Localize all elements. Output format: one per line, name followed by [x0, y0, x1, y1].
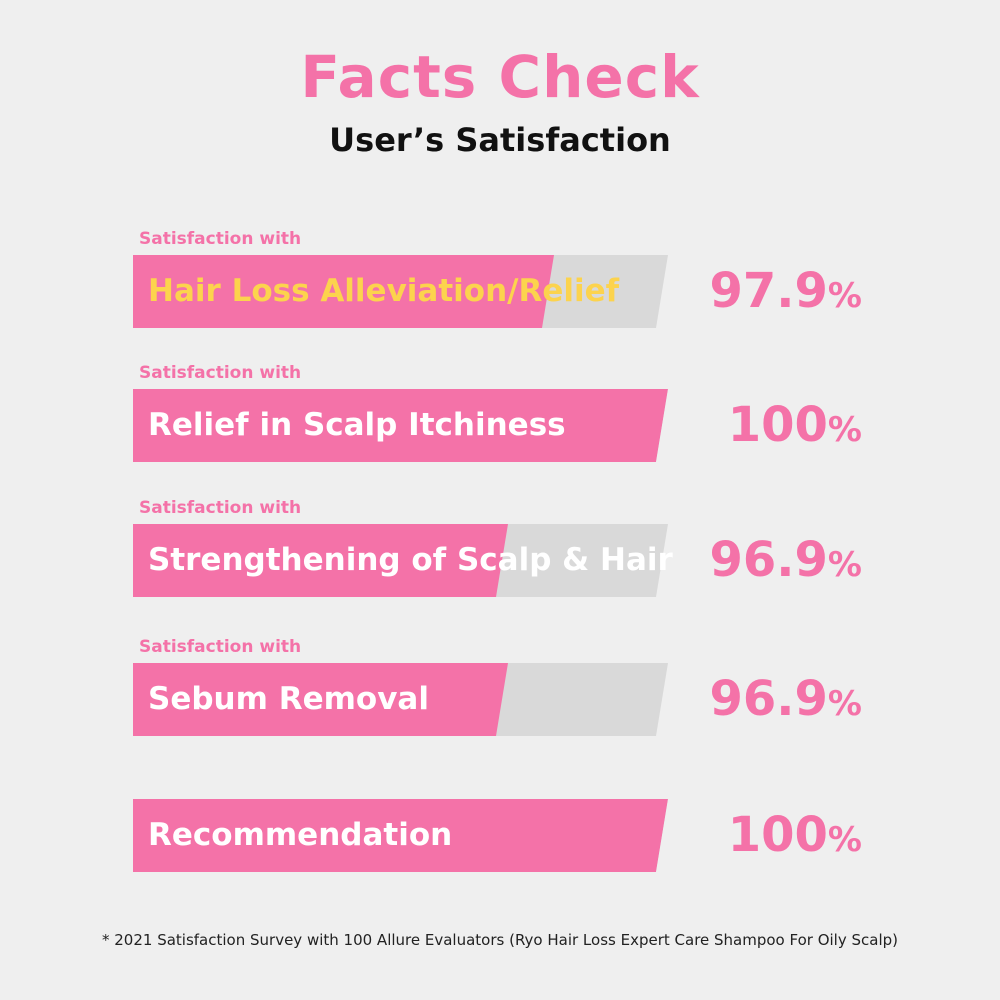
bar-track [133, 389, 668, 462]
bar-value-number: 100 [727, 807, 828, 863]
bar-row: Recommendation 100% [0, 772, 1000, 882]
bar-fill [133, 663, 508, 736]
bar-label: Sebum Removal [148, 681, 429, 717]
bar-track [133, 255, 668, 328]
bar-fill [133, 389, 668, 462]
bar-row: Satisfaction with Sebum Removal 96.9% [0, 636, 1000, 746]
bar-track [133, 524, 668, 597]
bar-value-number: 100 [727, 397, 828, 453]
bar-value-unit: % [827, 684, 862, 724]
bar-caption: Satisfaction with [139, 229, 302, 249]
bar-caption: Satisfaction with [139, 637, 302, 657]
bar-label: Hair Loss Alleviation/Relief [148, 273, 620, 309]
bar-fill [133, 524, 508, 597]
bar-value-unit: % [827, 545, 862, 585]
bar-row: Satisfaction with Strengthening of Scalp … [0, 497, 1000, 607]
bar-caption: Satisfaction with [139, 498, 302, 518]
bar-value: 97.9% [709, 255, 862, 328]
bar-value: 96.9% [709, 524, 862, 597]
bar-value: 100% [728, 799, 862, 872]
bar-label: Strengthening of Scalp & Hair [148, 542, 673, 578]
bar-value: 100% [728, 389, 862, 462]
footnote: * 2021 Satisfaction Survey with 100 Allu… [101, 931, 898, 949]
page-title: Facts Check [300, 43, 700, 111]
bar-row: Satisfaction with Relief in Scalp Itchine… [0, 362, 1000, 472]
bar-track [133, 663, 668, 736]
bar-value-unit: % [827, 820, 862, 860]
bar-value-number: 96.9 [709, 671, 828, 727]
bar-label: Recommendation [148, 817, 453, 853]
bar-label: Relief in Scalp Itchiness [148, 407, 566, 443]
bar-row: Satisfaction with Hair Loss Alleviation/R… [0, 228, 1000, 338]
bar-value: 96.9% [709, 663, 862, 736]
bar-caption: Satisfaction with [139, 363, 302, 383]
bar-fill [133, 799, 668, 872]
bar-fill [133, 255, 554, 328]
bar-value-number: 96.9 [709, 532, 828, 588]
bar-track [133, 799, 668, 872]
bar-value-unit: % [827, 276, 862, 316]
bar-value-unit: % [827, 410, 862, 450]
page-subtitle: User’s Satisfaction [329, 121, 671, 159]
bar-value-number: 97.9 [709, 263, 828, 319]
